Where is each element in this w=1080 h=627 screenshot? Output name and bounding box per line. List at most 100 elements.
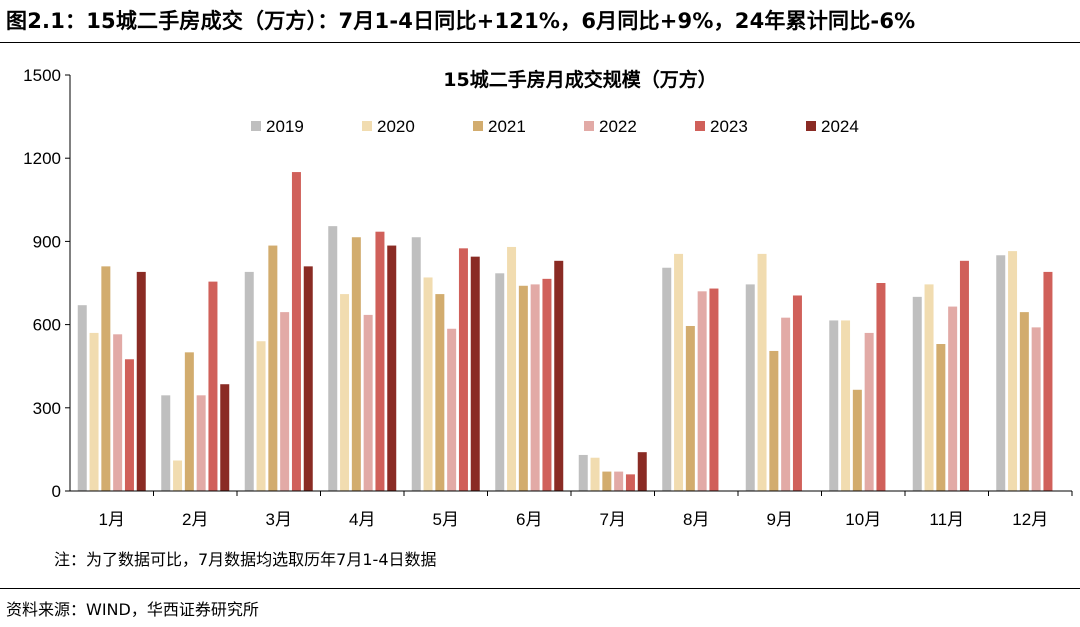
bar-2021 [268, 245, 278, 491]
bar-2022 [864, 332, 874, 491]
bar-2021 [351, 237, 361, 491]
bar-2019 [829, 320, 839, 491]
bar-2024 [637, 452, 647, 491]
bar-2021 [1019, 312, 1029, 491]
x-tick-label: 4月 [349, 510, 375, 529]
bar-2024 [303, 266, 313, 491]
y-tick-label: 1200 [23, 149, 61, 168]
bar-2023 [458, 248, 468, 491]
bar-2020 [1008, 251, 1018, 491]
legend-swatch-2019 [251, 121, 261, 131]
chart-title: 15城二手房月成交规模（万方） [443, 68, 716, 91]
bar-2020 [423, 277, 433, 491]
x-tick-label: 12月 [1012, 510, 1048, 529]
legend-label-2024: 2024 [821, 117, 859, 136]
bar-2023 [208, 281, 218, 491]
y-tick-label: 900 [33, 232, 61, 251]
bar-2023 [709, 288, 719, 491]
bar-2023 [792, 295, 802, 491]
bar-2020 [173, 460, 183, 491]
legend-swatch-2021 [473, 121, 483, 131]
legend-label-2020: 2020 [377, 117, 415, 136]
bar-2021 [685, 325, 695, 491]
bar-2020 [674, 253, 684, 491]
bar-2024 [387, 245, 397, 491]
x-tick-label: 8月 [683, 510, 709, 529]
bar-2022 [948, 306, 958, 491]
bar-2021 [936, 344, 946, 491]
x-tick-label: 2月 [182, 510, 208, 529]
bar-2023 [291, 172, 301, 492]
bar-2022 [1031, 327, 1041, 491]
bar-2024 [220, 384, 230, 491]
legend-swatch-2020 [362, 121, 372, 131]
legend-label-2023: 2023 [710, 117, 748, 136]
x-tick-label: 3月 [266, 510, 292, 529]
bar-2022 [113, 334, 123, 491]
x-tick-label: 6月 [516, 510, 542, 529]
source-line: 资料来源：WIND，华西证券研究所 [6, 600, 259, 619]
x-tick-label: 10月 [845, 510, 881, 529]
bar-2023 [625, 474, 635, 491]
y-tick-label: 0 [52, 482, 61, 501]
bar-2019 [244, 271, 254, 491]
y-tick-label: 300 [33, 399, 61, 418]
bottom-rule [0, 588, 1080, 589]
x-tick-label: 7月 [600, 510, 626, 529]
bar-2021 [602, 471, 612, 491]
legend-label-2021: 2021 [488, 117, 526, 136]
bar-2019 [495, 273, 505, 491]
bar-2023 [124, 359, 134, 491]
bar-2021 [101, 266, 111, 491]
bar-2020 [924, 284, 934, 491]
bar-2022 [697, 291, 707, 491]
bar-2019 [328, 226, 338, 491]
bar-2020 [89, 332, 99, 491]
legend-swatch-2024 [806, 121, 816, 131]
x-tick-label: 9月 [767, 510, 793, 529]
bar-2019 [745, 284, 755, 491]
bar-2024 [470, 256, 480, 491]
bar-2019 [912, 296, 922, 491]
bar-2023 [959, 260, 969, 491]
bars [77, 172, 1053, 492]
bar-2021 [852, 389, 862, 491]
legend-swatch-2022 [584, 121, 594, 131]
bar-2022 [781, 317, 791, 491]
bar-2023 [375, 231, 385, 491]
bar-2019 [578, 454, 588, 491]
bar-2020 [256, 341, 266, 491]
bar-2020 [841, 320, 851, 491]
legend-label-2019: 2019 [266, 117, 304, 136]
bar-2024 [554, 260, 564, 491]
bar-2019 [996, 255, 1006, 491]
legend-swatch-2023 [695, 121, 705, 131]
bar-2019 [161, 395, 171, 491]
bar-2020 [340, 294, 350, 491]
x-tick-label: 5月 [433, 510, 459, 529]
bar-2023 [542, 278, 552, 491]
bar-2022 [363, 314, 373, 491]
bar-2022 [614, 471, 624, 491]
bar-2022 [196, 395, 206, 491]
bar-2022 [530, 284, 540, 491]
bar-2019 [411, 237, 421, 491]
bar-2021 [769, 350, 779, 491]
bar-2020 [757, 253, 767, 491]
bar-2020 [590, 457, 600, 491]
bar-2023 [876, 283, 886, 491]
y-axis: 0 300 600 900 1200 1500 [23, 66, 70, 501]
bar-2019 [662, 267, 672, 491]
bar-2022 [447, 328, 457, 491]
chart-note: 注：为了数据可比，7月数据均选取历年7月1-4日数据 [54, 550, 437, 569]
bar-2019 [77, 305, 87, 491]
x-tick-label: 1月 [99, 510, 125, 529]
top-rule [0, 42, 1080, 43]
y-tick-label: 600 [33, 316, 61, 335]
bar-2021 [435, 294, 445, 491]
bar-2023 [1043, 271, 1053, 491]
bar-2021 [184, 352, 194, 491]
bar-2020 [507, 246, 517, 491]
y-tick-label: 1500 [23, 66, 61, 85]
